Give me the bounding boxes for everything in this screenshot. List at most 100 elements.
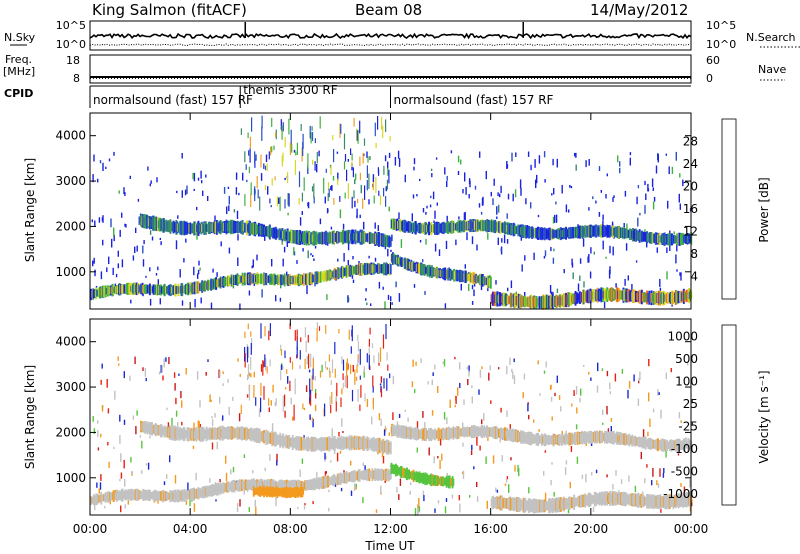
streak-mark — [363, 366, 365, 373]
scatter-mark — [97, 430, 99, 437]
streak-mark — [294, 330, 296, 341]
scatter-mark — [437, 456, 439, 459]
scatter-mark — [612, 197, 614, 202]
colorbar-frame — [721, 324, 737, 506]
scatter-mark — [158, 371, 161, 375]
streak-mark — [381, 117, 383, 130]
scatter-mark — [340, 487, 343, 492]
streak-mark — [368, 338, 370, 347]
streak-mark — [340, 123, 342, 134]
xtick-label-6: 00:00 — [674, 522, 709, 536]
streak-mark — [289, 323, 291, 330]
scatter-mark — [210, 399, 212, 402]
scatter-mark — [651, 480, 653, 486]
scatter-mark — [106, 379, 108, 388]
scatter-mark — [107, 408, 110, 414]
scatter-mark — [107, 441, 109, 446]
scatter-mark — [653, 196, 656, 202]
scatter-mark — [544, 179, 546, 183]
scatter-mark — [362, 497, 364, 504]
scatter-mark — [385, 186, 387, 192]
scatter-mark — [663, 468, 665, 474]
ytick-label-0: 1000 — [55, 471, 86, 485]
scatter-mark — [575, 424, 578, 430]
streak-mark — [245, 164, 247, 170]
scatter-mark — [207, 196, 209, 201]
scatter-mark — [189, 498, 191, 507]
scatter-mark — [425, 238, 427, 245]
scatter-mark — [411, 213, 413, 222]
scatter-mark — [638, 380, 640, 384]
scatter-mark — [501, 238, 503, 243]
scatter-mark — [519, 179, 522, 189]
scatter-mark — [304, 503, 306, 506]
scatter-mark — [124, 223, 126, 227]
scatter-mark — [535, 179, 537, 189]
scatter-mark — [283, 246, 286, 253]
streak-mark — [355, 173, 357, 181]
scatter-mark — [342, 223, 345, 230]
scatter-mark — [225, 472, 228, 482]
streak-mark — [280, 344, 282, 351]
scatter-mark — [680, 272, 682, 281]
scatter-mark — [497, 192, 499, 197]
streak-mark — [284, 137, 286, 148]
scatter-mark — [272, 384, 274, 393]
scatter-mark — [228, 205, 230, 212]
scatter-mark — [97, 420, 99, 424]
scatter-mark — [118, 190, 120, 194]
scatter-mark — [94, 269, 96, 277]
scatter-mark — [459, 362, 461, 370]
scatter-mark — [479, 151, 481, 158]
scatter-mark — [255, 154, 257, 161]
streak-mark — [259, 196, 261, 211]
scatter-mark — [236, 503, 239, 512]
scatter-mark — [619, 161, 621, 167]
scatter-mark — [612, 246, 614, 256]
streak-mark — [253, 385, 255, 399]
streak-mark — [248, 166, 250, 174]
date-title: 14/May/2012 — [590, 1, 688, 19]
scatter-mark — [214, 413, 216, 418]
scatter-mark — [554, 214, 556, 223]
scatter-mark — [451, 494, 454, 499]
streak-mark — [383, 165, 385, 175]
scatter-mark — [615, 283, 617, 288]
scatter-mark — [538, 155, 541, 164]
scatter-mark — [637, 185, 640, 189]
streak-mark — [347, 183, 349, 199]
scatter-mark — [463, 399, 465, 405]
streak-mark — [386, 378, 388, 391]
scatter-mark — [364, 465, 366, 473]
scatter-mark — [310, 253, 312, 256]
streak-mark — [260, 364, 263, 372]
scatter-mark — [246, 394, 249, 398]
scatter-mark — [503, 234, 506, 244]
streak-mark — [368, 354, 370, 370]
scatter-mark — [602, 409, 604, 415]
scatter-mark — [371, 416, 373, 425]
scatter-mark — [506, 476, 509, 480]
streak-mark — [291, 144, 293, 153]
scatter-mark — [398, 158, 401, 167]
scatter-mark — [510, 280, 513, 289]
scatter-mark — [576, 407, 578, 414]
noise-panel-frame — [89, 20, 692, 51]
scatter-mark — [374, 222, 376, 229]
scatter-mark — [665, 449, 667, 458]
scatter-mark — [678, 412, 681, 419]
streak-mark — [261, 126, 263, 141]
streak-mark — [357, 359, 359, 366]
scatter-mark — [574, 152, 576, 157]
scatter-mark — [115, 273, 118, 278]
streak-mark — [265, 358, 267, 371]
scatter-mark — [254, 499, 256, 508]
scatter-mark — [404, 174, 406, 183]
scatter-mark — [275, 398, 277, 406]
scatter-mark — [141, 440, 143, 449]
streak-mark — [271, 178, 273, 186]
streak-mark — [373, 355, 375, 364]
scatter-mark — [326, 367, 328, 370]
